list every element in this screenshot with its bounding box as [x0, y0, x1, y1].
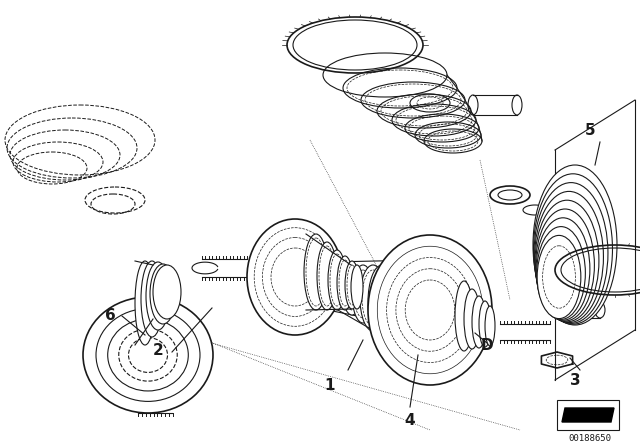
Ellipse shape [135, 261, 155, 345]
Ellipse shape [351, 265, 363, 309]
Ellipse shape [536, 209, 595, 321]
Ellipse shape [536, 227, 586, 319]
Ellipse shape [380, 262, 414, 352]
Ellipse shape [385, 260, 421, 358]
Ellipse shape [153, 265, 181, 319]
Ellipse shape [247, 219, 343, 335]
Ellipse shape [536, 218, 590, 320]
Ellipse shape [533, 165, 617, 325]
Text: 4: 4 [404, 413, 415, 427]
Ellipse shape [368, 265, 396, 339]
Text: D: D [481, 337, 493, 353]
Ellipse shape [368, 235, 492, 385]
Ellipse shape [141, 261, 163, 337]
Text: 2: 2 [152, 343, 163, 358]
Ellipse shape [352, 265, 374, 323]
Ellipse shape [455, 281, 473, 351]
Polygon shape [562, 408, 614, 422]
Text: 1: 1 [324, 378, 335, 392]
Ellipse shape [83, 297, 213, 413]
Ellipse shape [537, 235, 581, 319]
Ellipse shape [479, 301, 491, 347]
Ellipse shape [374, 264, 406, 346]
Ellipse shape [342, 263, 362, 315]
Ellipse shape [464, 289, 480, 349]
Ellipse shape [331, 262, 349, 306]
Ellipse shape [472, 296, 486, 348]
Ellipse shape [304, 234, 328, 310]
Ellipse shape [360, 265, 386, 331]
Text: 5: 5 [585, 122, 595, 138]
Ellipse shape [146, 262, 170, 330]
Ellipse shape [345, 261, 359, 309]
Bar [557, 400, 619, 430]
Text: 3: 3 [570, 372, 580, 388]
Ellipse shape [337, 256, 353, 310]
Ellipse shape [534, 174, 612, 324]
Ellipse shape [534, 183, 608, 323]
Ellipse shape [317, 242, 337, 310]
Ellipse shape [534, 191, 604, 323]
Ellipse shape [535, 200, 599, 322]
Ellipse shape [328, 250, 346, 310]
Ellipse shape [485, 306, 495, 346]
Ellipse shape [150, 264, 176, 324]
Text: 00188650: 00188650 [568, 434, 611, 443]
Text: 6: 6 [104, 307, 115, 323]
